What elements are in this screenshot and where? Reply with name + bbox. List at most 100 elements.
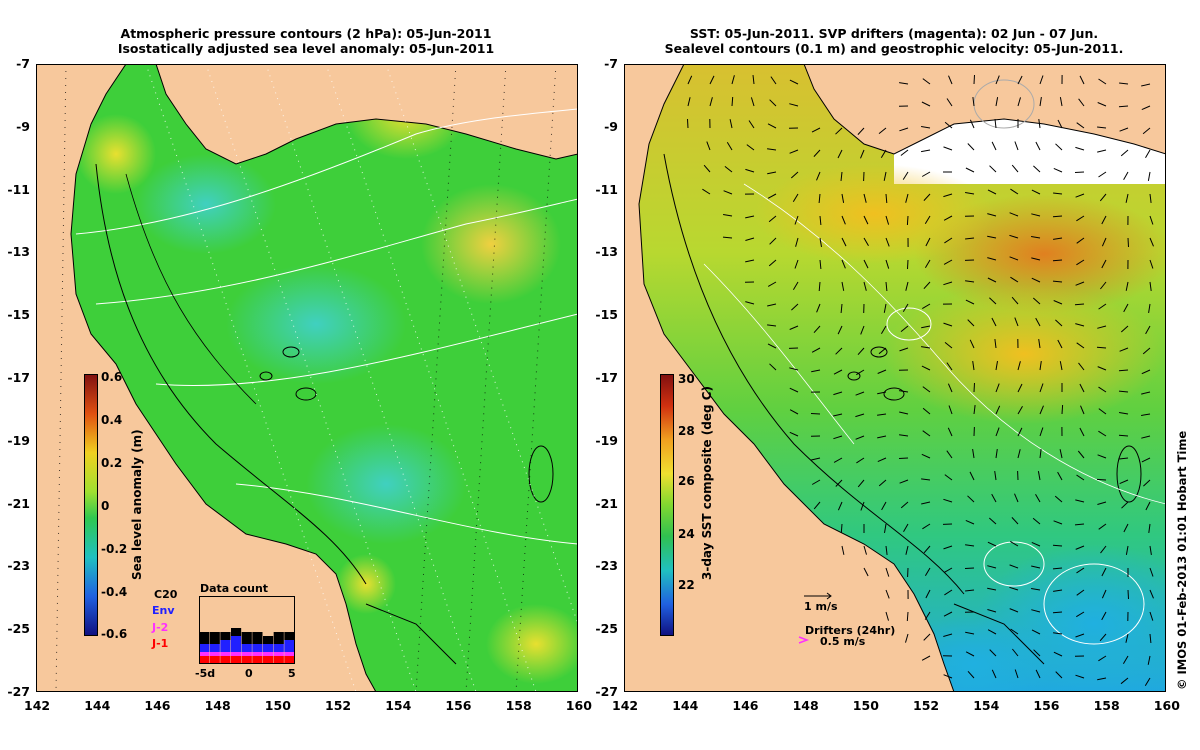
velocity-arrow bbox=[769, 237, 777, 245]
velocity-arrow bbox=[965, 589, 975, 592]
histogram-tick-neg5: -5d bbox=[195, 667, 216, 680]
velocity-arrow bbox=[1125, 633, 1129, 643]
velocity-arrow bbox=[1098, 523, 1107, 530]
x-tick-label: 144 bbox=[672, 698, 699, 713]
x-tick-label: 142 bbox=[612, 698, 639, 713]
velocity-arrow bbox=[1052, 215, 1063, 218]
velocity-arrow bbox=[946, 98, 953, 107]
velocity-arrow bbox=[855, 391, 865, 396]
velocity-arrow bbox=[770, 76, 777, 85]
velocity-arrow bbox=[1032, 297, 1041, 305]
velocity-arrow bbox=[1077, 450, 1085, 459]
velocity-arrow bbox=[899, 390, 909, 393]
y-tick-label: -19 bbox=[595, 432, 618, 448]
histogram-bar-segment bbox=[199, 632, 210, 644]
velocity-arrow bbox=[1074, 523, 1085, 526]
velocity-arrow bbox=[1052, 544, 1063, 547]
velocity-arrow bbox=[995, 97, 999, 107]
velocity-arrow bbox=[923, 633, 931, 641]
velocity-arrow bbox=[841, 237, 847, 247]
velocity-arrow bbox=[1017, 427, 1023, 437]
velocity-arrow bbox=[1074, 171, 1085, 173]
velocity-arrow bbox=[1054, 495, 1063, 503]
velocity-arrow bbox=[745, 215, 755, 219]
velocity-arrow bbox=[1009, 608, 1019, 613]
velocity-arrow bbox=[1075, 281, 1085, 286]
histogram-bar-segment bbox=[231, 652, 242, 656]
velocity-arrow bbox=[1098, 655, 1107, 662]
velocity-arrow bbox=[991, 669, 997, 679]
velocity-arrow bbox=[905, 193, 909, 203]
velocity-arrow bbox=[1119, 347, 1129, 352]
credit-text: © IMOS 01-Feb-2013 01:01 Hobart Time bbox=[1175, 430, 1189, 690]
velocity-arrow bbox=[1052, 259, 1063, 262]
velocity-arrow bbox=[1053, 192, 1063, 195]
data-count-histogram bbox=[199, 596, 295, 664]
velocity-arrow bbox=[902, 171, 909, 180]
velocity-arrow bbox=[965, 544, 975, 547]
velocity-arrow bbox=[857, 347, 865, 356]
velocity-arrow bbox=[921, 126, 931, 129]
velocity-arrow bbox=[860, 501, 865, 511]
velocity-arrow bbox=[767, 193, 777, 199]
velocity-arrow bbox=[767, 123, 777, 129]
velocity-arrow bbox=[994, 339, 997, 349]
histogram-bar-segment bbox=[273, 632, 284, 644]
velocity-arrow bbox=[723, 214, 733, 217]
x-tick-label: 154 bbox=[385, 698, 412, 713]
velocity-arrow bbox=[1097, 454, 1107, 459]
left-colorbar bbox=[84, 374, 98, 636]
velocity-arrow bbox=[1097, 126, 1107, 129]
velocity-arrow bbox=[1052, 567, 1063, 570]
velocity-arrow bbox=[1039, 383, 1044, 393]
velocity-arrow bbox=[921, 655, 931, 661]
right-colorbar-tick-3: 24 bbox=[678, 527, 695, 541]
velocity-arrow bbox=[1120, 325, 1129, 333]
velocity-arrow bbox=[1141, 83, 1151, 87]
histogram-bar-segment bbox=[284, 656, 295, 664]
velocity-arrow bbox=[948, 75, 953, 85]
histogram-bar-segment bbox=[209, 632, 220, 644]
velocity-arrow bbox=[1096, 346, 1107, 349]
velocity-arrow bbox=[1017, 361, 1021, 371]
velocity-arrow bbox=[833, 413, 843, 417]
velocity-arrow bbox=[1057, 119, 1063, 129]
velocity-arrow bbox=[819, 237, 822, 247]
velocity-arrow bbox=[813, 149, 821, 157]
histogram-bar-segment bbox=[284, 640, 295, 652]
velocity-arrow bbox=[1014, 317, 1019, 327]
y-tick-label: -9 bbox=[16, 118, 30, 134]
histogram-bar-segment bbox=[263, 644, 274, 652]
velocity-arrow bbox=[877, 413, 887, 416]
velocity-arrow bbox=[745, 168, 755, 173]
y-tick-label: -11 bbox=[7, 181, 30, 197]
velocity-arrow bbox=[789, 367, 799, 371]
velocity-arrow bbox=[967, 143, 975, 151]
histogram-bar-segment bbox=[209, 652, 220, 656]
velocity-arrow bbox=[1148, 303, 1151, 313]
velocity-arrow bbox=[860, 325, 865, 335]
velocity-arrow bbox=[943, 193, 953, 198]
velocity-arrow bbox=[943, 633, 953, 637]
velocity-arrow bbox=[1098, 303, 1107, 310]
velocity-arrow bbox=[1011, 296, 1019, 305]
velocity-arrow bbox=[1145, 501, 1151, 511]
velocity-arrow bbox=[857, 479, 865, 488]
velocity-arrow bbox=[885, 589, 890, 599]
left-title-line2: Isostatically adjusted sea level anomaly… bbox=[117, 41, 495, 56]
left-colorbar-tick-3: 0 bbox=[101, 499, 110, 513]
histogram-bar-segment bbox=[263, 636, 274, 644]
velocity-arrow bbox=[1039, 75, 1044, 85]
velocity-arrow bbox=[1148, 523, 1151, 533]
velocity-arrow bbox=[944, 474, 953, 481]
velocity-arrow bbox=[811, 127, 821, 133]
velocity-arrow bbox=[767, 324, 777, 327]
velocity-arrow bbox=[795, 237, 799, 247]
velocity-arrow bbox=[1123, 523, 1129, 533]
velocity-arrow bbox=[769, 99, 777, 107]
y-tick-label: -15 bbox=[595, 307, 618, 323]
velocity-arrow bbox=[1149, 237, 1154, 247]
velocity-arrow bbox=[1039, 97, 1042, 107]
legend-j2: J-2 bbox=[152, 621, 169, 634]
velocity-arrow bbox=[1080, 405, 1085, 415]
